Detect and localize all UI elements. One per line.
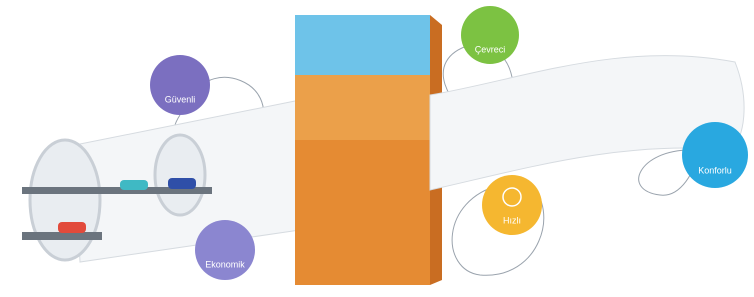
car [58,222,86,233]
badge-circle [461,6,519,64]
badge: Konforlu [682,122,748,188]
badge-label: Çevreci [475,44,506,54]
car [168,178,196,189]
badge-label: Ekonomik [205,259,245,269]
badge-label: Hızlı [503,215,521,225]
badge-circle [150,55,210,115]
tube-mouth [155,135,205,215]
illustration: Güvenli Çevreci Hızlı Ekonomik Konforlu [0,0,754,297]
car [120,180,148,190]
road [22,232,102,240]
earth-block [295,15,442,285]
badge-label: Konforlu [698,165,732,175]
page: Güvenli Çevreci Hızlı Ekonomik Konforlu … [0,0,754,297]
water [295,15,430,75]
badge-label: Güvenli [165,94,196,104]
badge: Hızlı [482,175,542,235]
badge: Güvenli [150,55,210,115]
tunnel-left [22,100,300,262]
badge-circle [482,175,542,235]
tube-mouth [30,140,100,260]
badge-circle [195,220,255,280]
badge: Çevreci [461,6,519,64]
soil-deep [295,140,430,285]
badge: Ekonomik [195,220,255,280]
badge-circle [682,122,748,188]
